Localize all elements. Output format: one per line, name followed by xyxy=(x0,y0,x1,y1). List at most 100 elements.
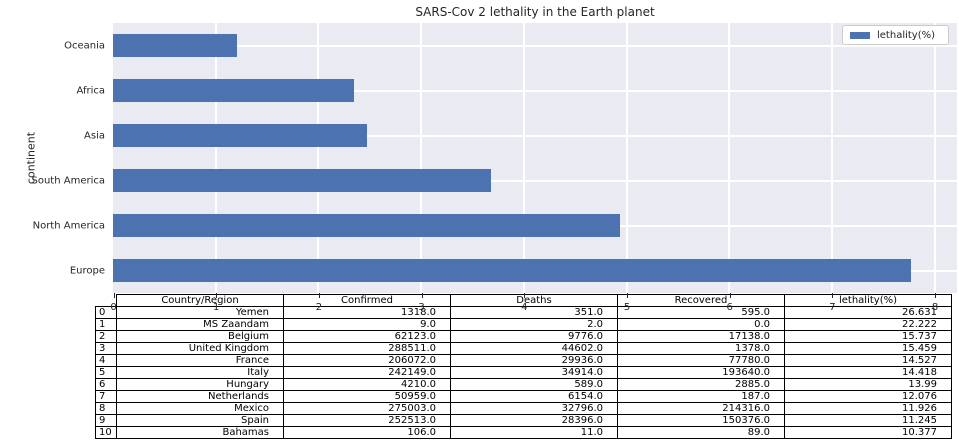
table-cell: 595.0 xyxy=(617,306,785,319)
table-row: 5 Italy 242149.0 34914.0 193640.0 14.418 xyxy=(95,366,952,379)
table-cell: 14.418 xyxy=(784,366,952,379)
table-cell: 77780.0 xyxy=(617,354,785,367)
table-cell: 252513.0 xyxy=(283,414,451,427)
x-tick-label: 8 xyxy=(931,302,939,313)
row-index-cell: 10 xyxy=(95,426,117,439)
table-cell: 13.99 xyxy=(784,378,952,391)
table-header-cell: Recovered xyxy=(617,294,785,307)
x-tick-label: 5 xyxy=(623,302,631,313)
x-tick-mark xyxy=(935,293,937,298)
table-cell: 1378.0 xyxy=(617,342,785,355)
table-cell: Bahamas xyxy=(116,426,284,439)
x-tick-label: 7 xyxy=(829,302,836,313)
table-cell: 193640.0 xyxy=(617,366,785,379)
grid-line-x xyxy=(522,23,525,293)
table-cell: Hungary xyxy=(116,378,284,391)
grid-line-x xyxy=(420,23,423,293)
table-cell: 34914.0 xyxy=(450,366,618,379)
chart-title: SARS-Cov 2 lethality in the Earth planet xyxy=(415,5,655,19)
row-index-cell: 1 xyxy=(95,318,117,331)
table-header-cell: Deaths xyxy=(450,294,618,307)
x-tick-label: 2 xyxy=(315,302,323,313)
table-cell: 11.926 xyxy=(784,402,952,415)
table-cell: 17138.0 xyxy=(617,330,785,343)
table-cell: 44602.0 xyxy=(450,342,618,355)
x-tick-label: 3 xyxy=(418,302,425,313)
table-cell: 9776.0 xyxy=(450,330,618,343)
row-index-cell: 6 xyxy=(95,378,117,391)
x-tick-label: 6 xyxy=(726,302,733,313)
grid-line-x xyxy=(728,23,731,293)
table-cell: 242149.0 xyxy=(283,366,451,379)
table-cell: 589.0 xyxy=(450,378,618,391)
table-row: 6 Hungary 4210.0 589.0 2885.0 13.99 xyxy=(95,378,952,391)
table-cell: 89.0 xyxy=(617,426,785,439)
table-cell: 206072.0 xyxy=(283,354,451,367)
table-cell: 6154.0 xyxy=(450,390,618,403)
grid-line-x xyxy=(625,23,628,293)
row-index-cell: 5 xyxy=(95,366,117,379)
table-cell: Yemen xyxy=(116,306,284,319)
row-index-cell: 0 xyxy=(95,306,117,319)
table-cell: 288511.0 xyxy=(283,342,451,355)
table-cell: 9.0 xyxy=(283,318,451,331)
table-row: 2 Belgium 62123.0 9776.0 17138.0 15.737 xyxy=(95,330,952,343)
table-cell: 4210.0 xyxy=(283,378,451,391)
table-cell: 50959.0 xyxy=(283,390,451,403)
x-tick-mark xyxy=(524,293,526,298)
table-cell: Netherlands xyxy=(116,390,284,403)
table-cell: 2.0 xyxy=(450,318,618,331)
x-tick-label: 0 xyxy=(110,302,117,313)
legend-label: lethality(%) xyxy=(877,29,936,41)
row-index-cell: 3 xyxy=(95,342,117,355)
bar-europe xyxy=(113,259,911,282)
bar-africa xyxy=(113,79,354,102)
table-cell: 28396.0 xyxy=(450,414,618,427)
legend-swatch-icon xyxy=(850,31,870,39)
table-cell: 29936.0 xyxy=(450,354,618,367)
table-cell: 11.0 xyxy=(450,426,618,439)
x-tick-mark xyxy=(627,293,628,298)
row-index-cell: 9 xyxy=(95,414,117,427)
data-table: Country/Region Confirmed Deaths Recovered le… xyxy=(95,294,952,439)
legend: lethality(%) xyxy=(842,25,949,45)
table-row: 7 Netherlands 50959.0 6154.0 187.0 12.076 xyxy=(95,390,952,403)
y-tick-label: North America xyxy=(32,220,105,231)
table-cell: 187.0 xyxy=(617,390,785,403)
y-tick-label: Oceania xyxy=(64,40,105,51)
table-cell: 26.631 xyxy=(784,306,952,319)
table-header-cell: Country/Region xyxy=(116,294,284,307)
table-cell: Belgium xyxy=(116,330,284,343)
table-cell: Spain xyxy=(116,414,284,427)
x-tick-mark xyxy=(318,293,320,298)
table-cell: 15.737 xyxy=(784,330,952,343)
table-cell: United Kingdom xyxy=(116,342,284,355)
x-tick-mark xyxy=(216,293,218,298)
table-cell: 22.222 xyxy=(784,318,952,331)
table-cell: 1318.0 xyxy=(283,306,451,319)
grid-line-y xyxy=(113,44,957,47)
x-tick-mark xyxy=(729,293,731,298)
row-index-cell: 4 xyxy=(95,354,117,367)
y-tick-label: Europe xyxy=(69,265,105,276)
row-index-cell: 7 xyxy=(95,390,117,403)
y-tick-label: Africa xyxy=(76,85,105,96)
table-row: 9 Spain 252513.0 28396.0 150376.0 11.245 xyxy=(95,414,952,427)
table-cell: 12.076 xyxy=(784,390,952,403)
table-cell: 351.0 xyxy=(450,306,618,319)
table-cell: 15.459 xyxy=(784,342,952,355)
grid-line-x xyxy=(214,23,217,293)
table-cell: 10.377 xyxy=(784,426,952,439)
table-cell: 150376.0 xyxy=(617,414,785,427)
bar-asia xyxy=(113,124,367,147)
table-row: 4 France 206072.0 29936.0 77780.0 14.527 xyxy=(95,354,952,367)
x-tick-label: 4 xyxy=(521,302,528,313)
table-cell: 275003.0 xyxy=(283,402,451,415)
grid-line-y xyxy=(113,134,957,137)
table-header-cell: Confirmed xyxy=(283,294,451,307)
y-tick-label: Asia xyxy=(84,130,105,141)
x-tick-mark xyxy=(421,293,423,298)
table-cell: 2885.0 xyxy=(617,378,785,391)
grid-line-y xyxy=(113,89,957,92)
